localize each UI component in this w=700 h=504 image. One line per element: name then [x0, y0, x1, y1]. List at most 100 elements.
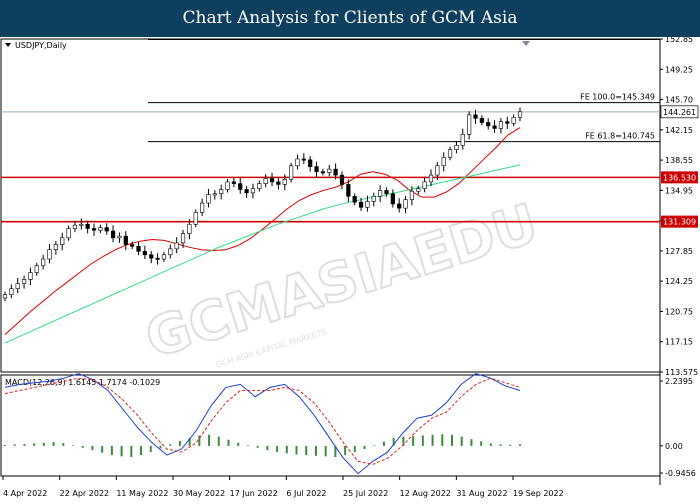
candle-body — [479, 117, 484, 123]
candle-body — [2, 294, 8, 299]
x-tick-label: 19 Sep 2022 — [513, 489, 564, 498]
candle-body — [505, 121, 510, 124]
candle-body — [339, 174, 345, 185]
candle-body — [104, 227, 109, 232]
candle-body — [244, 189, 249, 194]
candle-body — [187, 223, 192, 234]
dropdown-icon[interactable] — [5, 43, 11, 47]
candle-body — [212, 193, 217, 196]
x-tick-label: 22 Apr 2022 — [60, 489, 109, 498]
x-axis: 4 Apr 2022 22 Apr 2022 11 May 2022 30 May 2… — [2, 476, 564, 498]
candle-body — [136, 246, 141, 252]
price-tick-label: 113.575 — [665, 368, 698, 377]
candle-body — [295, 158, 300, 167]
candle-body — [149, 254, 154, 259]
support-resistance-badge — [661, 171, 698, 184]
macd-pane: MACD(12,26,9) 1.6145 1.7174 -0.1029 2.23… — [4, 373, 696, 478]
candle-body — [9, 288, 14, 295]
candle-body — [289, 165, 294, 180]
candle-body — [199, 202, 205, 213]
candle-body — [91, 228, 97, 231]
price-tick-label: 124.25 — [665, 277, 693, 286]
candle-body — [47, 249, 52, 260]
candle-body — [435, 165, 440, 176]
macd-tick-label: 2.2395 — [665, 377, 693, 386]
candle-body — [66, 228, 71, 239]
candle-body — [21, 279, 27, 284]
candle-body — [142, 251, 147, 256]
price-tick-label: 145.70 — [665, 96, 693, 105]
candle-body — [250, 188, 256, 194]
price-tick-label: 142.15 — [665, 126, 693, 135]
x-tick-label: 31 Aug 2022 — [456, 489, 507, 498]
moving-average-line — [4, 164, 521, 344]
candle-body — [517, 111, 523, 118]
x-tick-label: 17 Jun 2022 — [230, 489, 278, 498]
candle-body — [397, 203, 402, 209]
x-tick-label: 4 Apr 2022 — [3, 489, 47, 498]
current-price-badge — [660, 105, 699, 119]
candle-body — [168, 248, 173, 256]
macd-tick-label: -0.9456 — [665, 469, 696, 478]
candle-body — [346, 184, 351, 197]
x-tick-label: 6 Jul 2022 — [286, 489, 326, 498]
price-tick-label: 152.85 — [665, 37, 693, 44]
macd-tick-label: 0.00 — [665, 442, 683, 451]
candle-body — [409, 190, 415, 200]
price-tick-label: 149.25 — [665, 65, 693, 74]
chart-svg: USDJPY,Daily GCMASIAEDU GCM ASIA CAPITAL… — [0, 29, 700, 500]
chart-area: USDJPY,Daily GCMASIAEDU GCM ASIA CAPITAL… — [0, 29, 700, 500]
fibonacci-label: FE 61.8=140.745 — [585, 132, 655, 141]
candle-body — [117, 235, 122, 239]
candle-body — [365, 201, 370, 208]
candle-body — [467, 114, 472, 135]
candle-body — [34, 265, 39, 273]
candle-body — [79, 223, 84, 226]
x-tick-label: 11 May 2022 — [116, 489, 168, 498]
candle-body — [15, 283, 20, 289]
macd-signal-line — [4, 377, 521, 465]
fibonacci-label: FE 161.8=152.798 — [580, 37, 655, 38]
candle-body — [416, 188, 421, 192]
moving-average-line — [4, 127, 521, 335]
candle-body — [384, 190, 389, 195]
symbol-label: USDJPY,Daily — [15, 41, 67, 50]
candle-body — [428, 174, 434, 183]
candle-body — [301, 158, 306, 161]
candle-body — [454, 145, 459, 150]
price-tick-label: 120.75 — [665, 307, 693, 316]
candle-body — [155, 257, 160, 260]
candle-body — [333, 168, 338, 176]
candle-body — [263, 178, 268, 184]
candle-body — [422, 181, 427, 189]
candle-body — [282, 179, 287, 185]
candle-body — [85, 223, 90, 229]
candle-body — [53, 244, 58, 250]
candle-body — [41, 258, 46, 267]
candle-body — [511, 117, 516, 124]
x-tick-label: 25 Jul 2022 — [343, 489, 388, 498]
candle-body — [403, 199, 408, 209]
candle-body — [441, 156, 446, 167]
candle-body — [473, 114, 478, 119]
shift-marker-icon — [522, 41, 530, 46]
candle-body — [110, 230, 116, 239]
candle-body — [130, 244, 135, 247]
candle-body — [180, 233, 186, 244]
fibonacci-label: FE 100.0=145.349 — [580, 93, 655, 102]
candle-body — [486, 122, 491, 127]
price-tick-label: 138.55 — [665, 156, 693, 165]
candle-body — [161, 254, 167, 260]
macd-label: MACD(12,26,9) 1.6145 1.7174 -0.1029 — [5, 378, 160, 387]
price-tick-label: 134.95 — [665, 186, 693, 195]
candle-body — [225, 181, 230, 190]
candle-body — [98, 227, 103, 231]
candle-body — [492, 125, 497, 129]
candle-body — [276, 181, 281, 185]
support-resistance-label: 136.530 — [663, 173, 696, 182]
support-resistance-badge — [661, 215, 698, 228]
price-tick-label: 117.15 — [665, 338, 693, 347]
candle-body — [72, 224, 78, 229]
candle-body — [174, 242, 179, 250]
support-resistance-label: 131.309 — [663, 218, 696, 227]
